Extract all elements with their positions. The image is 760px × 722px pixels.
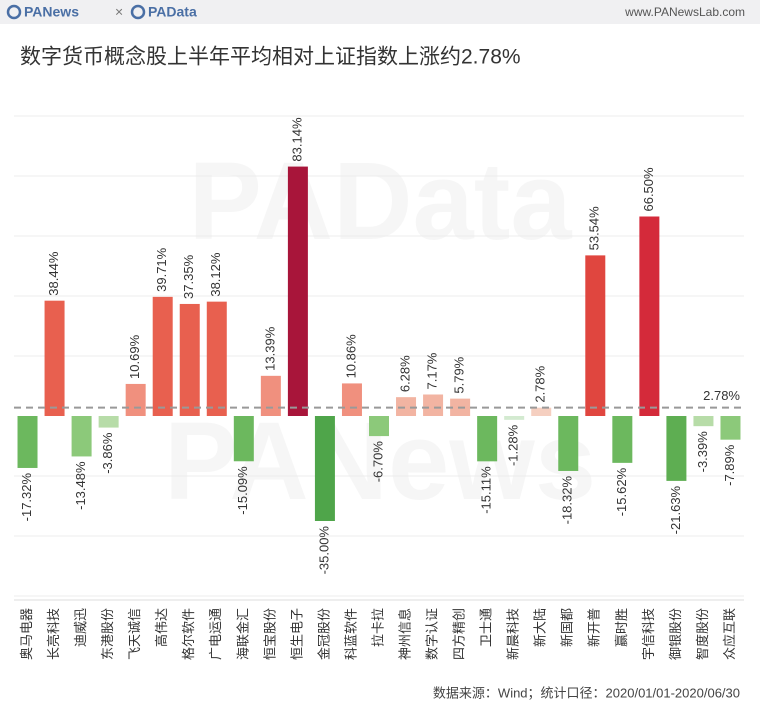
x-tick-label: 神州信息	[397, 608, 412, 660]
source-note: 数据来源：Wind；统计口径：2020/01/01-2020/06/30	[433, 685, 740, 701]
value-label: 38.44%	[46, 251, 61, 296]
bar	[720, 416, 741, 440]
value-label: 38.12%	[208, 252, 223, 297]
bar	[666, 416, 687, 481]
value-label: -15.11%	[479, 466, 494, 514]
bar	[260, 375, 281, 416]
value-label: 7.17%	[425, 352, 440, 389]
x-tick-label: 卫士通	[479, 608, 494, 647]
value-label: 66.50%	[641, 167, 656, 212]
value-label: -1.28%	[506, 424, 521, 466]
value-label: 10.86%	[343, 334, 358, 379]
value-label: -35.00%	[316, 526, 331, 575]
bar	[477, 416, 498, 462]
value-label: -21.63%	[668, 485, 683, 534]
x-tick-label: 高伟达	[154, 608, 169, 647]
x-tick-label: 金冠股份	[316, 608, 331, 660]
logo-separator: ×	[115, 4, 123, 20]
logo-icon	[6, 4, 22, 20]
bar	[612, 416, 633, 463]
value-label: 13.39%	[262, 326, 277, 371]
x-tick-label: 迪威迅	[73, 608, 88, 647]
x-tick-label: 数字认证	[425, 608, 440, 660]
x-tick-label: 恒宝股份	[262, 608, 277, 660]
x-tick-label: 新开普	[587, 608, 602, 647]
x-tick-label: 飞天诚信	[127, 608, 142, 660]
value-label: -18.32%	[560, 476, 575, 525]
x-tick-label: 奥马电器	[19, 608, 34, 660]
logo-text: PANews	[24, 4, 79, 20]
average-label: 2.78%	[703, 388, 740, 403]
x-tick-label: 宇信科技	[641, 608, 656, 660]
value-label: 39.71%	[154, 247, 169, 292]
value-label: 6.28%	[397, 355, 412, 392]
bar	[125, 383, 146, 416]
bar	[98, 416, 119, 428]
x-tick-label: 众应互联	[722, 608, 737, 660]
value-label: 5.79%	[452, 356, 467, 393]
bar	[179, 303, 200, 416]
value-label: 53.54%	[587, 206, 602, 251]
bar	[369, 416, 389, 437]
chart-title: 数字货币概念股上半年平均相对上证指数上涨约2.78%	[20, 46, 521, 69]
value-label: 83.14%	[289, 117, 304, 162]
bar	[558, 416, 579, 471]
value-label: -3.86%	[100, 432, 115, 474]
bar	[639, 216, 660, 416]
x-tick-label: 御银股份	[668, 608, 683, 660]
bar	[423, 394, 444, 416]
x-tick-label: 新大陆	[533, 608, 548, 647]
value-label: 10.69%	[127, 334, 142, 379]
bar	[341, 383, 362, 416]
value-label: 37.35%	[181, 254, 196, 299]
value-label: -7.89%	[722, 444, 737, 486]
bar	[152, 296, 173, 416]
bar	[693, 416, 714, 427]
x-tick-label: 广电运通	[208, 608, 223, 660]
x-tick-label: 科蓝软件	[343, 608, 358, 660]
x-tick-label: 拉卡拉	[370, 608, 385, 647]
bar	[206, 301, 227, 416]
logo-text: PAData	[148, 4, 197, 20]
bar	[17, 416, 38, 468]
header-bar	[0, 0, 760, 24]
value-label: -13.48%	[73, 461, 88, 510]
value-label: 2.78%	[533, 365, 548, 402]
x-tick-label: 格尔软件	[181, 608, 196, 660]
bar	[314, 416, 335, 521]
x-tick-label: 恒生电子	[289, 608, 304, 660]
x-tick-label: 东港股份	[100, 608, 115, 660]
bar	[531, 407, 552, 416]
watermark: PAData	[188, 140, 572, 263]
bar	[44, 300, 65, 416]
x-tick-label: 新晨科技	[506, 608, 521, 660]
bar	[504, 416, 525, 420]
url: www.PANewsLab.com	[624, 5, 745, 19]
bar	[585, 255, 606, 416]
x-tick-label: 海联金汇	[235, 608, 250, 660]
value-label: -3.39%	[695, 431, 710, 473]
x-tick-label: 智度股份	[695, 608, 710, 660]
x-tick-label: 赢时胜	[614, 608, 629, 647]
bar	[396, 397, 417, 416]
value-label: -15.09%	[235, 466, 250, 515]
x-tick-label: 四方精创	[452, 608, 467, 660]
logo-icon	[130, 4, 146, 20]
x-tick-label: 新国都	[560, 608, 575, 647]
value-label: -6.70%	[370, 441, 385, 483]
bar	[71, 416, 92, 457]
bar	[287, 166, 308, 416]
bar	[233, 416, 254, 462]
value-label: -15.62%	[614, 467, 629, 516]
x-tick-label: 长亮科技	[46, 608, 61, 660]
value-label: -17.32%	[19, 473, 34, 522]
